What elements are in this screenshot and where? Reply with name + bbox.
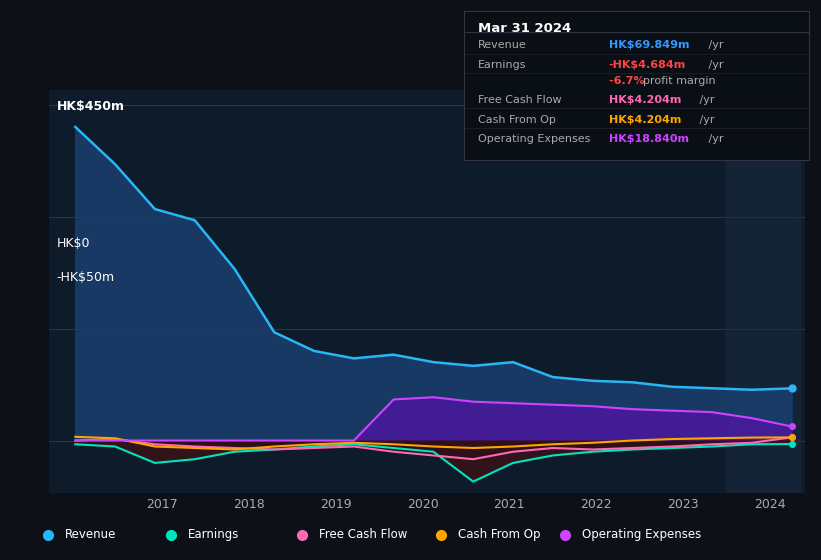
- Text: HK$69.849m: HK$69.849m: [608, 40, 689, 50]
- Text: HK$4.204m: HK$4.204m: [608, 95, 681, 105]
- Text: HK$0: HK$0: [57, 237, 90, 250]
- Text: Free Cash Flow: Free Cash Flow: [319, 528, 408, 542]
- Text: Cash From Op: Cash From Op: [458, 528, 541, 542]
- Text: HK$450m: HK$450m: [57, 100, 125, 113]
- Text: profit margin: profit margin: [643, 76, 716, 86]
- Text: /yr: /yr: [695, 95, 714, 105]
- Text: HK$18.840m: HK$18.840m: [608, 134, 689, 144]
- Text: Free Cash Flow: Free Cash Flow: [478, 95, 562, 105]
- Text: Earnings: Earnings: [478, 59, 526, 69]
- Text: Operating Expenses: Operating Expenses: [582, 528, 701, 542]
- Text: HK$4.204m: HK$4.204m: [608, 115, 681, 124]
- Text: Earnings: Earnings: [188, 528, 240, 542]
- Bar: [727, 90, 800, 493]
- Text: /yr: /yr: [695, 115, 714, 124]
- Text: Mar 31 2024: Mar 31 2024: [478, 22, 571, 35]
- Text: /yr: /yr: [705, 40, 724, 50]
- Text: -HK$50m: -HK$50m: [57, 270, 115, 283]
- Text: -HK$4.684m: -HK$4.684m: [608, 59, 686, 69]
- Text: Cash From Op: Cash From Op: [478, 115, 556, 124]
- Text: Revenue: Revenue: [478, 40, 526, 50]
- Text: -6.7%: -6.7%: [608, 76, 649, 86]
- Text: Revenue: Revenue: [65, 528, 116, 542]
- Text: /yr: /yr: [705, 134, 724, 144]
- Text: Operating Expenses: Operating Expenses: [478, 134, 590, 144]
- Text: /yr: /yr: [705, 59, 724, 69]
